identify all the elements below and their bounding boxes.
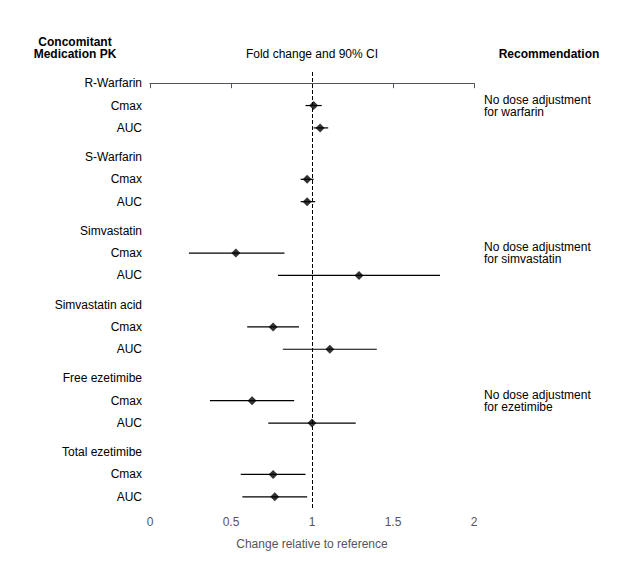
svg-text:AUC: AUC — [117, 195, 143, 209]
svg-text:No dose adjustment: No dose adjustment — [484, 92, 591, 107]
svg-text:AUC: AUC — [117, 268, 143, 282]
svg-text:AUC: AUC — [117, 490, 143, 504]
svg-text:AUC: AUC — [117, 416, 143, 430]
svg-text:0: 0 — [147, 515, 154, 529]
svg-text:1: 1 — [309, 515, 316, 529]
svg-text:Recommendation: Recommendation — [499, 47, 600, 61]
svg-text:Cmax: Cmax — [111, 320, 142, 334]
svg-text:for ezetimibe: for ezetimibe — [484, 400, 553, 414]
svg-text:Cmax: Cmax — [111, 467, 142, 481]
svg-text:Simvastatin acid: Simvastatin acid — [55, 298, 142, 312]
svg-text:Total ezetimibe: Total ezetimibe — [62, 445, 142, 459]
svg-text:Simvastatin: Simvastatin — [80, 224, 142, 238]
svg-text:Medication PK: Medication PK — [34, 47, 117, 61]
svg-text:Free ezetimibe: Free ezetimibe — [63, 371, 143, 385]
svg-text:AUC: AUC — [117, 121, 143, 135]
svg-text:Fold change and 90% CI: Fold change and 90% CI — [246, 47, 378, 61]
svg-text:for simvastatin: for simvastatin — [484, 252, 561, 266]
svg-text:No dose adjustment: No dose adjustment — [484, 240, 591, 255]
svg-text:Change relative to reference: Change relative to reference — [236, 537, 388, 551]
svg-text:0.5: 0.5 — [223, 515, 240, 529]
svg-text:Cmax: Cmax — [111, 394, 142, 408]
svg-text:Concomitant: Concomitant — [38, 35, 112, 49]
svg-text:1.5: 1.5 — [385, 515, 402, 529]
svg-text:2: 2 — [471, 515, 478, 529]
svg-text:for warfarin: for warfarin — [484, 105, 544, 119]
svg-text:AUC: AUC — [117, 342, 143, 356]
svg-text:Cmax: Cmax — [111, 99, 142, 113]
svg-text:R-Warfarin: R-Warfarin — [84, 76, 142, 90]
svg-text:No dose adjustment: No dose adjustment — [484, 387, 591, 402]
svg-text:Cmax: Cmax — [111, 246, 142, 260]
svg-text:S-Warfarin: S-Warfarin — [85, 150, 142, 164]
svg-text:Cmax: Cmax — [111, 172, 142, 186]
